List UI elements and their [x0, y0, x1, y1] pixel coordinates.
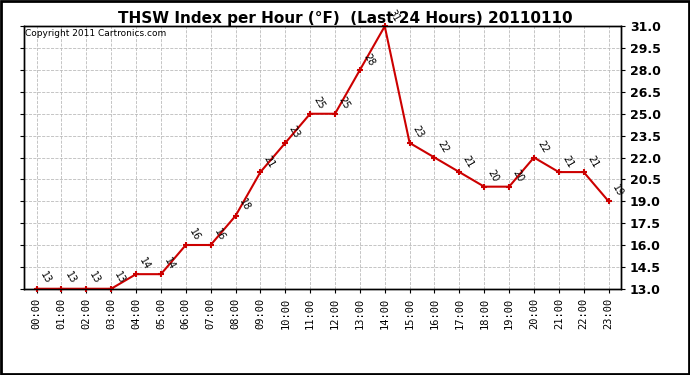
Text: 21: 21: [262, 154, 277, 169]
Text: 21: 21: [560, 154, 575, 169]
Text: 21: 21: [585, 154, 600, 169]
Text: 14: 14: [162, 256, 177, 272]
Text: 13: 13: [88, 270, 103, 286]
Text: 31: 31: [386, 8, 401, 24]
Text: Copyright 2011 Cartronics.com: Copyright 2011 Cartronics.com: [26, 29, 166, 38]
Text: 25: 25: [311, 95, 326, 111]
Text: 14: 14: [137, 256, 152, 272]
Text: THSW Index per Hour (°F)  (Last 24 Hours) 20110110: THSW Index per Hour (°F) (Last 24 Hours)…: [118, 11, 572, 26]
Text: 13: 13: [63, 270, 78, 286]
Text: 23: 23: [411, 124, 426, 140]
Text: 22: 22: [436, 139, 451, 155]
Text: 25: 25: [337, 95, 351, 111]
Text: 13: 13: [112, 270, 128, 286]
Text: 18: 18: [237, 198, 252, 213]
Text: 20: 20: [486, 168, 500, 184]
Text: 16: 16: [187, 226, 202, 242]
Text: 21: 21: [461, 154, 475, 169]
Text: 19: 19: [610, 183, 624, 198]
Text: 20: 20: [511, 168, 525, 184]
Text: 22: 22: [535, 139, 550, 155]
Text: 23: 23: [286, 124, 302, 140]
Text: 13: 13: [38, 270, 52, 286]
Text: 16: 16: [212, 226, 227, 242]
Text: 28: 28: [362, 51, 376, 67]
